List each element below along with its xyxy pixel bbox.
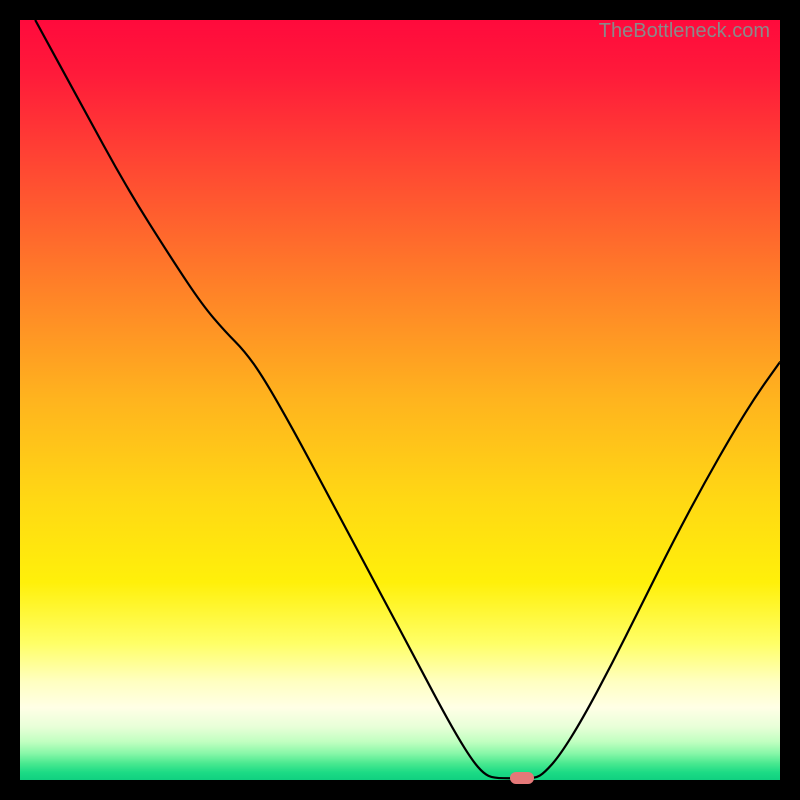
outer-frame: TheBottleneck.com — [0, 0, 800, 800]
curve-layer — [20, 20, 780, 780]
optimal-marker — [510, 772, 534, 784]
watermark-text: TheBottleneck.com — [599, 20, 770, 43]
bottleneck-curve — [35, 20, 780, 778]
plot-area: TheBottleneck.com — [20, 20, 780, 780]
